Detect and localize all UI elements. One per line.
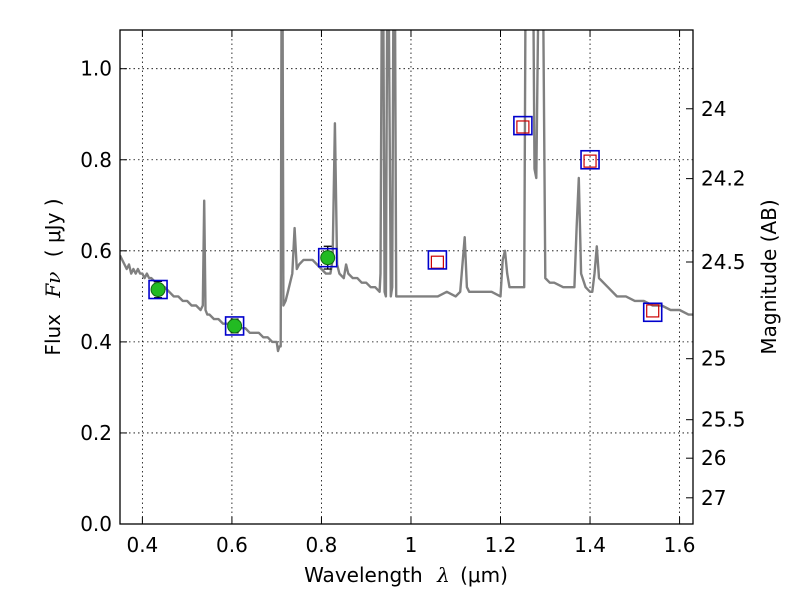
model-photometry-marker <box>427 250 448 270</box>
y-axis-label: Flux Fν ( μJy ) <box>41 198 65 355</box>
y-tick-label: 0.0 <box>80 512 112 536</box>
x-tick-label: 0.8 <box>306 533 338 557</box>
x-axis-label-symbol: λ <box>436 563 450 587</box>
y-tick-label: 0.4 <box>80 330 112 354</box>
mag-tick-label: 25 <box>701 347 726 371</box>
y-tick-label: 0.6 <box>80 239 112 263</box>
mag-tick-label: 24.2 <box>701 167 746 191</box>
y-tick-label: 0.8 <box>80 148 112 172</box>
marker-layer <box>148 115 663 336</box>
y-axis-label-unit: ( μJy ) <box>41 198 65 257</box>
x-tick-label: 1.4 <box>574 533 606 557</box>
mag-tick-label: 26 <box>701 446 726 470</box>
observed-flux-point <box>320 250 336 266</box>
model-photometry-marker <box>148 279 168 300</box>
mag-tick-label: 24 <box>701 97 726 121</box>
y2-axis-label: Magnitude (AB) <box>757 199 781 354</box>
model-photometry-marker <box>513 115 533 136</box>
y-tick-label: 1.0 <box>80 57 112 81</box>
spectrum-layer <box>120 30 693 353</box>
observed-flux-point <box>227 318 243 334</box>
y-axis-label-prefix: Flux <box>41 314 65 356</box>
x-tick-label: 1 <box>405 533 418 557</box>
observed-flux-point <box>150 282 166 298</box>
mag-tick-label: 25.5 <box>701 408 746 432</box>
upper-limit-marker <box>583 154 597 168</box>
x-axis-label-prefix: Wavelength <box>304 563 423 587</box>
x-tick-label: 1.6 <box>664 533 696 557</box>
model-photometry-marker <box>317 247 338 268</box>
tick-layer: 0.4 0.6 0.8 1 1.2 1.4 1.6 0.0 0.2 0.4 0.6 0.8 1.0 24 2… <box>80 30 746 557</box>
upper-limit-marker <box>646 304 660 318</box>
model-photometry-marker <box>580 149 600 170</box>
x-axis-label-unit: (μm) <box>460 563 508 587</box>
model-photometry-marker <box>642 302 663 323</box>
y-axis-label-symbol: Fν <box>41 272 65 299</box>
upper-limit-marker <box>516 120 530 134</box>
x-tick-label: 0.4 <box>126 533 158 557</box>
mag-tick-label: 27 <box>701 486 726 510</box>
plot-frame <box>119 29 694 525</box>
x-tick-label: 1.2 <box>485 533 517 557</box>
x-tick-label: 0.6 <box>216 533 248 557</box>
x-axis-label: Wavelength λ (μm) <box>304 563 508 587</box>
y-tick-label: 0.2 <box>80 421 112 445</box>
model-photometry-marker <box>224 316 245 336</box>
mag-tick-label: 24.5 <box>701 250 746 274</box>
model-spectrum-line <box>120 30 693 353</box>
